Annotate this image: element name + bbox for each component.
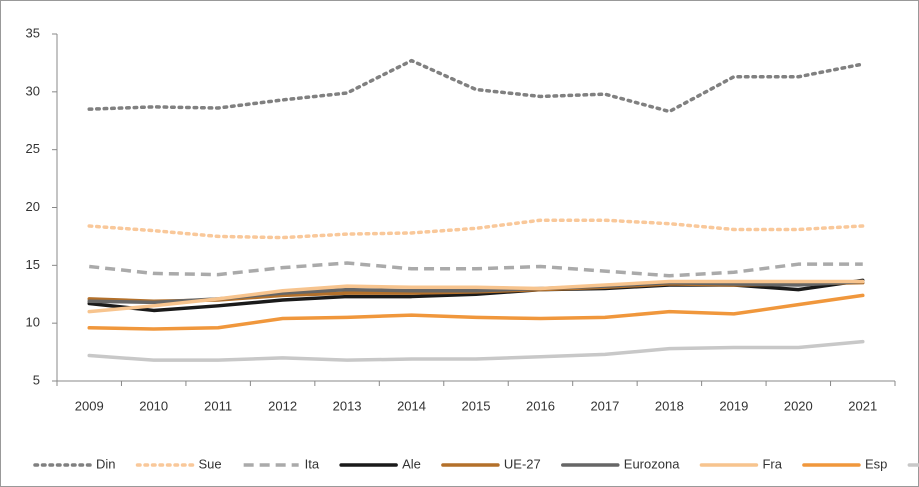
- y-tick-label: 10: [26, 315, 40, 330]
- x-tick-label: 2020: [784, 398, 813, 413]
- y-tick-label: 5: [33, 372, 40, 387]
- series-line: [87, 339, 865, 362]
- x-tick-label: 2012: [268, 398, 297, 413]
- x-tick-label: 2019: [719, 398, 748, 413]
- x-tick-label: 2011: [204, 398, 232, 413]
- legend-label: Esp: [865, 456, 887, 471]
- series-line: [87, 279, 865, 314]
- y-tick-label: 25: [26, 141, 40, 156]
- x-tick-label: 2016: [526, 398, 555, 413]
- x-tick-label: 2013: [333, 398, 362, 413]
- x-tick-label: 2015: [462, 398, 491, 413]
- legend-label: UE-27: [504, 456, 541, 471]
- series-line: [87, 218, 865, 240]
- series-line: [87, 293, 865, 331]
- legend-label: Sue: [199, 456, 222, 471]
- series-line: [89, 261, 863, 278]
- x-tick-label: 2017: [590, 398, 619, 413]
- y-tick-label: 30: [26, 83, 40, 98]
- x-tick-label: 2014: [397, 398, 426, 413]
- x-tick-label: 2009: [75, 398, 104, 413]
- legend-label: Fra: [762, 456, 782, 471]
- x-tick-label: 2018: [655, 398, 684, 413]
- legend-label: Ita: [305, 456, 320, 471]
- series-line: [87, 58, 865, 114]
- x-tick-label: 2010: [139, 398, 168, 413]
- legend-label: Din: [96, 456, 116, 471]
- y-tick-label: 15: [26, 257, 40, 272]
- y-tick-label: 35: [26, 25, 40, 40]
- legend-label: Eurozona: [624, 456, 680, 471]
- legend-label: Ale: [402, 456, 421, 471]
- x-tick-label: 2021: [848, 398, 877, 413]
- y-tick-label: 20: [26, 199, 40, 214]
